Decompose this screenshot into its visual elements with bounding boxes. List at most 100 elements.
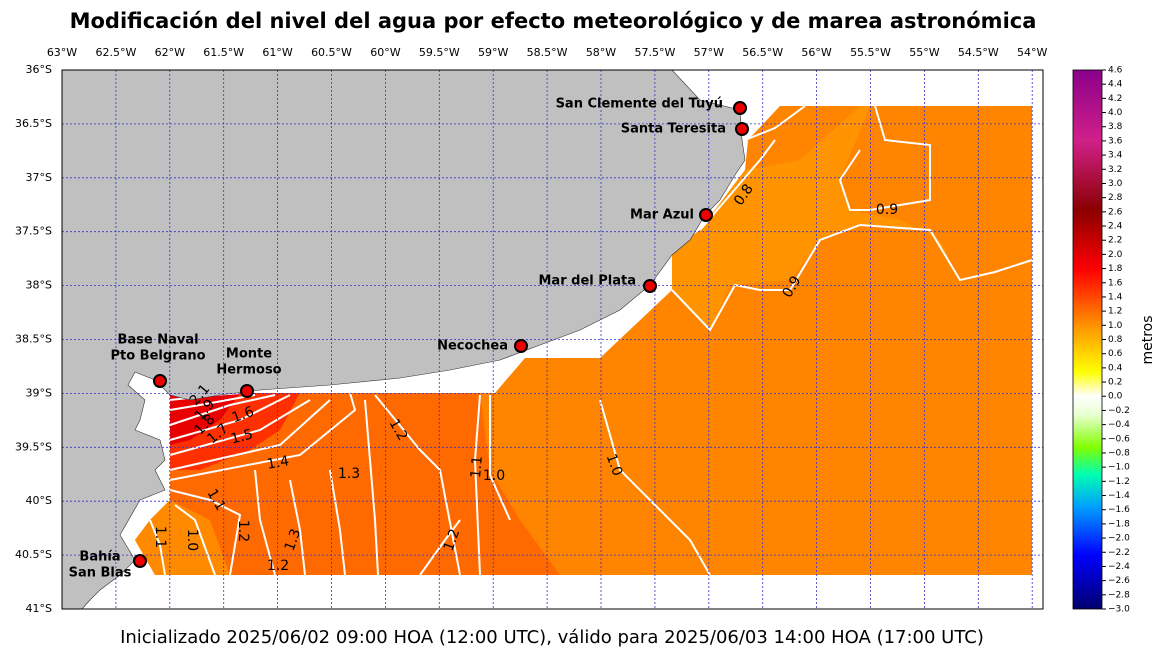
- lon-tick-label: 60°W: [370, 46, 400, 59]
- colorbar-tick-label: −1.0: [1108, 463, 1130, 473]
- lat-tick-label: 38.5°S: [15, 333, 52, 346]
- contour-label: 1.5: [229, 426, 255, 447]
- colorbar-tick-label: 1.4: [1108, 292, 1123, 302]
- colorbar-tick-label: 0.4: [1108, 363, 1123, 373]
- station-marker: [133, 554, 147, 568]
- station-label: Santa Teresita: [621, 122, 726, 137]
- station-marker: [699, 208, 713, 222]
- field-light: [672, 106, 1032, 330]
- contour-label: 1.6: [230, 404, 256, 427]
- lon-tick-label: 62°W: [155, 46, 185, 59]
- colorbar-tick-label: −1.4: [1108, 491, 1130, 501]
- lon-tick-label: 58.5°W: [527, 46, 568, 59]
- lat-tick-label: 37°S: [26, 171, 52, 184]
- lon-tick-label: 57.5°W: [634, 46, 675, 59]
- colorbar-tick-label: −0.4: [1108, 420, 1130, 430]
- colorbar-tick-label: −2.0: [1108, 534, 1130, 544]
- contour-label: 1.2: [267, 558, 289, 574]
- colorbar-tick-label: 2.2: [1108, 236, 1122, 246]
- lon-tick-label: 58°W: [586, 46, 616, 59]
- station-label: Pto Belgrano: [110, 349, 205, 364]
- station-marker: [643, 279, 657, 293]
- lat-tick-label: 36°S: [26, 63, 52, 76]
- lat-tick-label: 39.5°S: [15, 440, 52, 453]
- lat-tick-label: 40°S: [26, 494, 52, 507]
- colorbar-tick-label: 4.6: [1108, 66, 1123, 76]
- contour-label: 1.2: [235, 520, 251, 542]
- station-label: Hermoso: [216, 363, 281, 378]
- colorbar-tick-label: −3.0: [1108, 605, 1130, 615]
- colorbar: [1072, 69, 1103, 610]
- colorbar-tick-label: −1.8: [1108, 519, 1130, 529]
- colorbar-label: metros: [1140, 315, 1156, 364]
- lon-tick-label: 55°W: [909, 46, 939, 59]
- contour-label: 1.0: [184, 529, 200, 551]
- colorbar-tick-label: 2.4: [1108, 222, 1123, 232]
- footer: Inicializado 2025/06/02 09:00 HOA (12:00…: [120, 627, 984, 648]
- station-label: Base Naval: [117, 333, 198, 348]
- contour-label: 1.1: [152, 526, 168, 548]
- station-label: Bahía: [79, 550, 120, 565]
- lat-tick-label: 40.5°S: [15, 548, 52, 561]
- field-orange-sw: [135, 500, 230, 575]
- lon-tick-label: 61.5°W: [203, 46, 244, 59]
- station-marker: [240, 384, 254, 398]
- colorbar-tick-label: 2.0: [1108, 250, 1123, 260]
- station-marker: [153, 374, 167, 388]
- lon-tick-label: 54°W: [1017, 46, 1047, 59]
- colorbar-tick-label: 1.6: [1108, 278, 1123, 288]
- lon-tick-label: 55.5°W: [850, 46, 891, 59]
- colorbar-tick-label: 3.4: [1108, 151, 1123, 161]
- field-deep-red: [170, 393, 240, 445]
- station-marker: [735, 122, 749, 136]
- colorbar-tick-label: 0.2: [1108, 378, 1122, 388]
- lon-tick-label: 56.5°W: [742, 46, 783, 59]
- colorbar-tick-label: 4.4: [1108, 80, 1123, 90]
- colorbar-tick-label: −1.2: [1108, 477, 1130, 487]
- colorbar-tick-label: 1.8: [1108, 264, 1123, 274]
- station-label: Mar Azul: [630, 208, 694, 223]
- colorbar-tick-label: −2.2: [1108, 548, 1130, 558]
- colorbar-tick-label: 3.2: [1108, 165, 1122, 175]
- lon-tick-label: 54.5°W: [958, 46, 999, 59]
- lon-tick-label: 60.5°W: [311, 46, 352, 59]
- contour-label: 1.0: [603, 452, 626, 478]
- station-label: San Clemente del Tuyú: [556, 97, 723, 112]
- contour-label: 0.9: [876, 202, 898, 218]
- contour-label: 1.0: [483, 468, 505, 484]
- contour-label: 1.4: [266, 453, 291, 473]
- colorbar-tick-label: −0.8: [1108, 448, 1130, 458]
- colorbar-tick-label: 4.0: [1108, 108, 1123, 118]
- lat-tick-label: 36.5°S: [15, 117, 52, 130]
- colorbar-tick-label: −2.6: [1108, 576, 1130, 586]
- field-dark: [170, 393, 560, 575]
- colorbar-tick-label: −1.6: [1108, 505, 1130, 515]
- colorbar-tick-label: −2.8: [1108, 590, 1130, 600]
- lon-tick-label: 56°W: [801, 46, 831, 59]
- contour-label: 1.3: [282, 527, 305, 553]
- lon-tick-label: 62.5°W: [95, 46, 136, 59]
- colorbar-tick-label: 0.6: [1108, 349, 1123, 359]
- lon-tick-label: 59°W: [478, 46, 508, 59]
- colorbar-tick-label: −0.6: [1108, 434, 1130, 444]
- contour-label: 1.2: [441, 527, 464, 553]
- lat-tick-label: 41°S: [26, 602, 52, 615]
- station-marker: [733, 101, 747, 115]
- lon-tick-label: 63°W: [47, 46, 77, 59]
- map-frame: [61, 69, 1044, 610]
- station-label: Mar del Plata: [539, 274, 637, 289]
- lat-tick-label: 39°S: [26, 386, 52, 399]
- contour-label: 1.3: [338, 466, 360, 482]
- station-label: Monte: [226, 347, 272, 362]
- colorbar-tick-label: 1.0: [1108, 321, 1123, 331]
- station-marker: [514, 339, 528, 353]
- graticule: [62, 70, 1043, 609]
- colorbar-tick-label: 3.0: [1108, 179, 1123, 189]
- colorbar-tick-label: 0.8: [1108, 335, 1123, 345]
- station-label: San Blas: [69, 566, 132, 581]
- colorbar-tick-label: 1.2: [1108, 307, 1122, 317]
- colorbar-tick-label: 2.6: [1108, 207, 1123, 217]
- colorbar-tick-label: 2.8: [1108, 193, 1123, 203]
- colorbar-tick-label: 3.8: [1108, 122, 1123, 132]
- lon-tick-label: 57°W: [694, 46, 724, 59]
